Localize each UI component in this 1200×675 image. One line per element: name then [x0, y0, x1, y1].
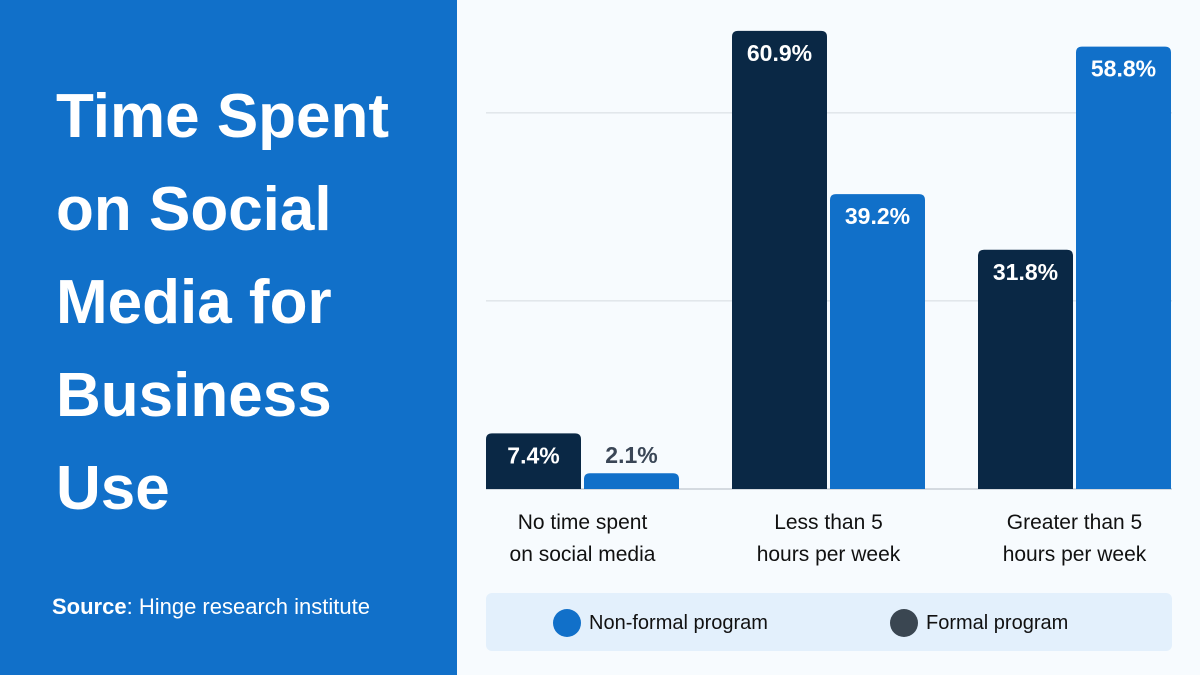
data-label: 31.8% [993, 259, 1058, 285]
legend-label: Formal program [926, 611, 1069, 634]
category-label-line: on social media [509, 543, 656, 566]
category-label-line: hours per week [1002, 543, 1147, 566]
legend-item-non-formal: Non-formal program [553, 609, 768, 637]
legend-item-formal: Formal program [890, 609, 1068, 637]
category-label: No time spent on social media [463, 507, 703, 571]
category-label-line: Greater than 5 [1006, 511, 1143, 534]
category-label: Less than 5 hours per week [709, 507, 949, 571]
legend-swatch-formal [890, 609, 918, 637]
data-label: 7.4% [507, 442, 559, 468]
source-label: Source [52, 594, 127, 619]
bar-non-formal [584, 473, 679, 489]
data-label: 2.1% [605, 442, 657, 468]
bar-non-formal [1076, 46, 1171, 490]
title-panel: Time Spent on Social Media for Business … [0, 0, 457, 675]
bar-formal [486, 433, 581, 489]
data-label: 39.2% [845, 203, 910, 229]
category-label-line: hours per week [756, 543, 901, 566]
category-label: Greater than 5 hours per week [955, 507, 1195, 571]
legend: Non-formal program Formal program [486, 593, 1172, 651]
source-note: Source: Hinge research institute [52, 594, 370, 620]
category-label-line: No time spent [517, 511, 648, 534]
bar-formal [732, 30, 827, 490]
source-text: : Hinge research institute [126, 594, 370, 619]
bar-non-formal [830, 194, 925, 489]
category-label-line: Less than 5 [774, 511, 883, 534]
page-title: Time Spent on Social Media for Business … [56, 82, 390, 523]
legend-label: Non-formal program [589, 611, 768, 634]
data-label: 60.9% [747, 40, 812, 66]
data-label: 58.8% [1091, 56, 1156, 82]
bar-formal [978, 249, 1073, 489]
legend-swatch-non-formal [553, 609, 581, 637]
